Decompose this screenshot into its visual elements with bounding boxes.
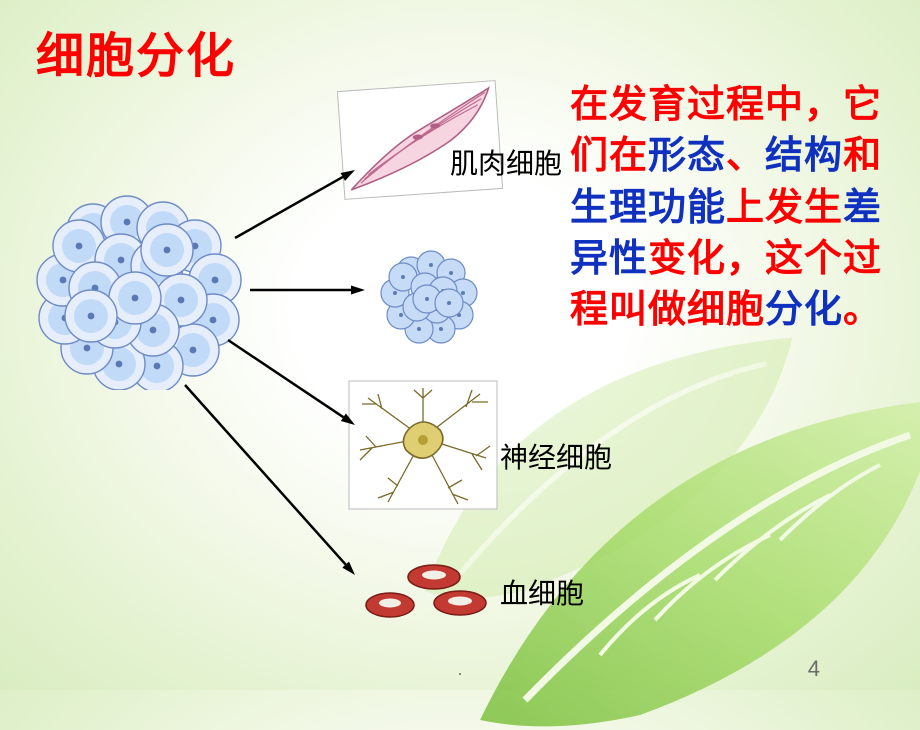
muscle-label: 肌肉细胞 xyxy=(450,142,562,182)
muscle-cell-image xyxy=(336,80,503,201)
footer-dot: . xyxy=(457,659,462,680)
slide-title: 细胞分化 xyxy=(36,16,236,86)
neuron-image xyxy=(348,380,498,510)
unspecialised-cluster-image xyxy=(375,245,480,350)
source-cell-cluster xyxy=(35,190,245,390)
page-number: 4 xyxy=(808,656,820,682)
neuron-label: 神经细胞 xyxy=(500,436,612,476)
blood-label: 血细胞 xyxy=(500,572,584,612)
blood-cell-image xyxy=(360,555,495,625)
main-text: 在发育过程中，它们在形态、结构和生理功能上发生差异性变化，这个过程叫做细胞分化。 xyxy=(570,80,900,336)
